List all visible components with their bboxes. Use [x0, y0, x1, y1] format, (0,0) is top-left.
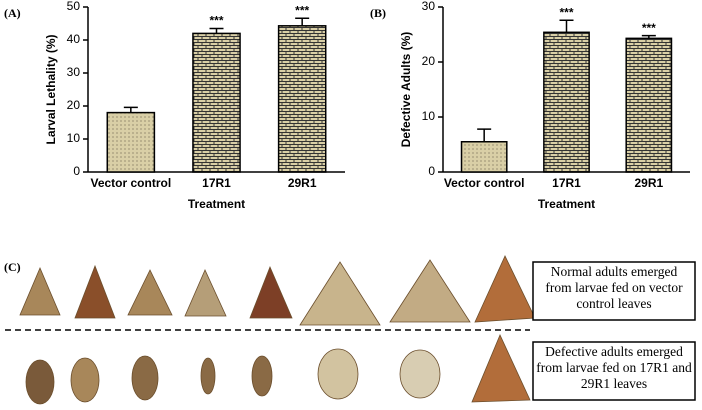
error-bar — [641, 34, 656, 39]
significance-label: *** — [642, 21, 656, 35]
error-bar — [123, 106, 138, 113]
y-tick-label: 0 — [73, 164, 80, 178]
y-tick-label: 30 — [67, 65, 81, 79]
y-tick-label: 10 — [67, 131, 81, 145]
x-tick-label: 17R1 — [552, 176, 581, 190]
error-bar — [477, 128, 492, 142]
panel-label: (A) — [4, 6, 21, 20]
x-tick-label: 29R1 — [634, 176, 663, 190]
bar — [460, 141, 508, 173]
bar — [106, 111, 156, 173]
x-axis-label: Treatment — [188, 197, 245, 211]
y-axis-label: Larval Lethality (%) — [44, 34, 58, 144]
caption: Normal adults emerged from larvae fed on… — [545, 264, 683, 311]
panel-label: (B) — [370, 6, 386, 20]
bar — [277, 25, 327, 173]
caption-text: Normal adults emerged from larvae fed on… — [545, 264, 683, 311]
y-tick-label: 20 — [67, 98, 81, 112]
y-tick-label: 20 — [422, 54, 436, 68]
error-bar — [295, 17, 310, 26]
error-bar — [559, 19, 574, 33]
y-axis-label: Defective Adults (%) — [399, 32, 413, 148]
y-tick-label: 0 — [428, 164, 435, 178]
caption: Defective adults emerged from larvae fed… — [536, 344, 692, 391]
x-tick-label: Vector control — [90, 176, 171, 190]
caption-box — [532, 261, 696, 321]
significance-label: *** — [295, 3, 309, 17]
x-tick-label: 29R1 — [288, 176, 317, 190]
x-tick-label: Vector control — [444, 176, 525, 190]
x-axis-label: Treatment — [538, 197, 595, 211]
y-tick-label: 30 — [422, 0, 436, 13]
bar — [192, 32, 241, 173]
caption-box — [532, 341, 696, 401]
x-tick-label: 17R1 — [202, 176, 231, 190]
bar — [625, 37, 673, 173]
y-tick-label: 50 — [67, 0, 81, 13]
y-tick-label: 10 — [422, 109, 436, 123]
caption-text: Defective adults emerged from larvae fed… — [536, 344, 692, 391]
significance-label: *** — [559, 5, 573, 19]
moth-photos — [19, 255, 536, 405]
bar — [543, 31, 590, 173]
error-bar — [209, 27, 224, 34]
significance-label: *** — [209, 14, 223, 28]
y-tick-label: 40 — [67, 32, 81, 46]
panel-label: (C) — [4, 260, 21, 274]
